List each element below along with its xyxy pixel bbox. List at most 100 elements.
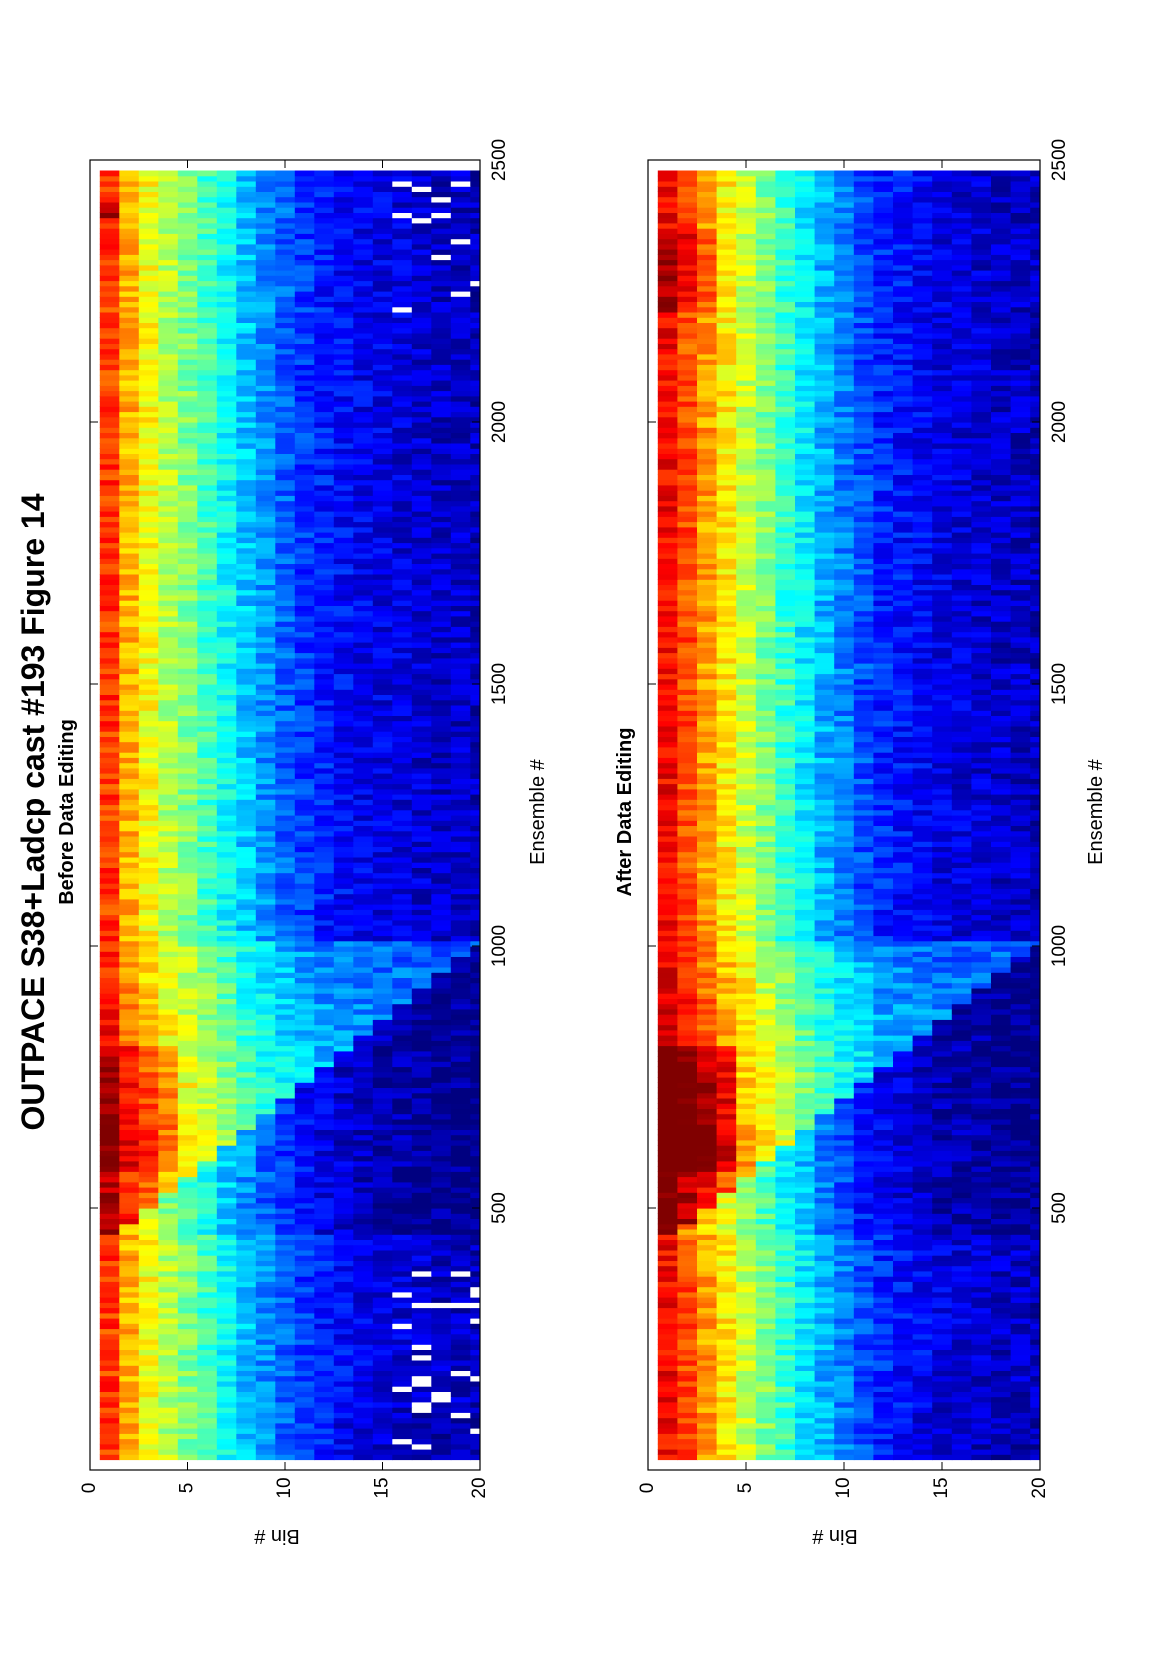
- heatmap-cell: [119, 636, 140, 643]
- heatmap-cell: [216, 1307, 237, 1314]
- heatmap-cell: [255, 825, 276, 832]
- heatmap-cell: [158, 359, 179, 365]
- heatmap-cell: [255, 841, 276, 847]
- heatmap-cell: [411, 390, 432, 397]
- heatmap-cell: [275, 1061, 296, 1068]
- heatmap-cell: [138, 1276, 159, 1282]
- heatmap-cell: [294, 1417, 315, 1424]
- heatmap-cell: [99, 553, 120, 559]
- heatmap-cell: [158, 725, 179, 732]
- heatmap-cell: [197, 1307, 218, 1314]
- heatmap-cell: [138, 1077, 159, 1083]
- heatmap-cell: [333, 1145, 354, 1151]
- heatmap-cell: [333, 584, 354, 591]
- heatmap-cell: [431, 589, 452, 596]
- heatmap-cell: [99, 359, 120, 365]
- heatmap-cell: [255, 1029, 276, 1036]
- heatmap-cell: [431, 746, 452, 753]
- heatmap-cell: [177, 1249, 198, 1256]
- heatmap-cell: [99, 1422, 120, 1429]
- heatmap-cell: [353, 1066, 374, 1073]
- heatmap-cell: [236, 967, 257, 973]
- heatmap-cell: [275, 1297, 296, 1303]
- heatmap-cell: [392, 553, 413, 559]
- heatmap-cell: [372, 505, 393, 512]
- heatmap-cell: [411, 1333, 432, 1340]
- heatmap-cell: [470, 411, 480, 418]
- heatmap-cell: [411, 1302, 432, 1309]
- heatmap-cell: [119, 794, 140, 800]
- heatmap-cell: [255, 1354, 276, 1361]
- heatmap-cell: [119, 1223, 140, 1230]
- heatmap-cell: [411, 1029, 432, 1036]
- heatmap-cell: [353, 1155, 374, 1162]
- heatmap-cell: [470, 668, 480, 675]
- heatmap-cell: [411, 1375, 432, 1382]
- heatmap-cell: [119, 170, 140, 177]
- heatmap-cell: [138, 1024, 159, 1031]
- heatmap-cell: [197, 961, 218, 968]
- heatmap-cell: [411, 788, 432, 795]
- heatmap-cell: [138, 935, 159, 942]
- heatmap-cell: [275, 574, 296, 580]
- heatmap-cell: [177, 1187, 198, 1193]
- heatmap-cell: [236, 1229, 257, 1235]
- heatmap-cell: [236, 1328, 257, 1335]
- heatmap-cell: [158, 443, 179, 449]
- heatmap-cell: [216, 1297, 237, 1303]
- heatmap-cell: [372, 343, 393, 350]
- heatmap-cell: [99, 1139, 120, 1146]
- heatmap-cell: [294, 1218, 315, 1225]
- heatmap-cell: [333, 1139, 354, 1146]
- heatmap-cell: [216, 736, 237, 743]
- heatmap-cell: [158, 673, 179, 680]
- heatmap-cell: [255, 1071, 276, 1078]
- heatmap-cell: [255, 437, 276, 444]
- heatmap-cell: [255, 689, 276, 695]
- heatmap-cell: [119, 1129, 140, 1136]
- heatmap-cell: [314, 401, 335, 407]
- heatmap-cell: [372, 956, 393, 963]
- heatmap-cell: [275, 1213, 296, 1219]
- heatmap-cell: [177, 725, 198, 732]
- heatmap-cell: [314, 1438, 335, 1445]
- heatmap-cell: [411, 1171, 432, 1178]
- heatmap-cell: [333, 1349, 354, 1356]
- heatmap-cell: [275, 1270, 296, 1277]
- heatmap-cell: [177, 825, 198, 832]
- heatmap-cell: [392, 647, 413, 654]
- heatmap-cell: [236, 495, 257, 502]
- heatmap-cell: [333, 1192, 354, 1199]
- heatmap-cell: [275, 322, 296, 329]
- heatmap-cell: [450, 1449, 471, 1455]
- heatmap-cell: [294, 343, 315, 350]
- heatmap-cell: [333, 1433, 354, 1440]
- heatmap-cell: [372, 652, 393, 659]
- heatmap-cell: [236, 898, 257, 905]
- heatmap-cell: [216, 589, 237, 596]
- heatmap-cell: [314, 715, 335, 722]
- heatmap-cell: [411, 1050, 432, 1057]
- heatmap-cell: [158, 243, 179, 250]
- heatmap-cell: [177, 788, 198, 795]
- heatmap-cell: [353, 893, 374, 900]
- heatmap-cell: [470, 380, 480, 386]
- heatmap-cell: [236, 1344, 257, 1350]
- heatmap-cell: [314, 458, 335, 465]
- heatmap-cell: [177, 516, 198, 523]
- heatmap-cell: [333, 1449, 354, 1455]
- x-tick-label: 500: [489, 1192, 510, 1224]
- heatmap-cell: [314, 1229, 335, 1235]
- heatmap-cell: [216, 1024, 237, 1031]
- heatmap-cell: [119, 1160, 140, 1167]
- heatmap-cell: [158, 804, 179, 811]
- heatmap-cell: [119, 1244, 140, 1251]
- heatmap-cell: [372, 1312, 393, 1319]
- heatmap-cell: [177, 689, 198, 695]
- heatmap-cell: [236, 532, 257, 538]
- heatmap-cell: [99, 427, 120, 433]
- heatmap-cell: [275, 568, 296, 575]
- heatmap-cell: [372, 1318, 393, 1324]
- heatmap-cell: [450, 1412, 471, 1419]
- heatmap-cell: [236, 1386, 257, 1392]
